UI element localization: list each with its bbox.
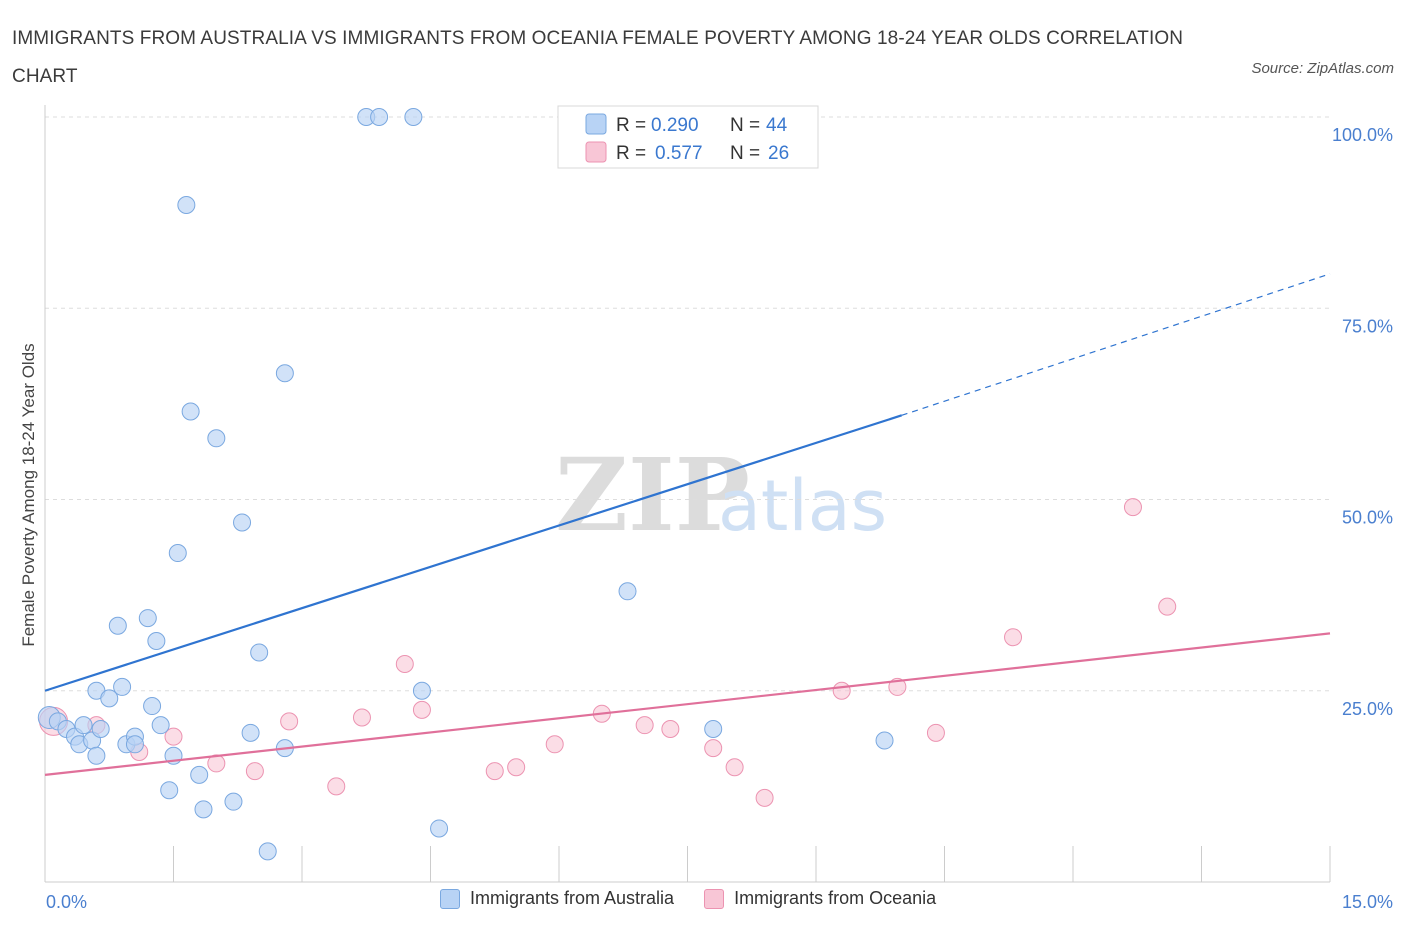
- oceania-point: [832, 681, 851, 700]
- x-tick-label-max: 15.0%: [1342, 892, 1393, 912]
- oceania-point: [704, 739, 723, 758]
- australia-point: [138, 609, 157, 628]
- oceania-point: [507, 758, 526, 777]
- australia-point: [190, 765, 209, 784]
- australia-point: [241, 723, 260, 742]
- oceania-point: [755, 788, 774, 807]
- legend-n-value-oceania: 26: [768, 143, 789, 164]
- oceania-trend-line: [44, 632, 1331, 776]
- source-label: Source: ZipAtlas.com: [1251, 60, 1394, 77]
- gridlines: [45, 116, 1330, 692]
- australia-trend-line: [44, 414, 903, 692]
- oceania-point: [245, 762, 264, 781]
- x-tick-label-min: 0.0%: [46, 892, 87, 912]
- oceania-point: [661, 720, 680, 738]
- australia-point: [275, 364, 294, 383]
- australia-point: [618, 582, 637, 601]
- legend-n-value-australia: 44: [766, 115, 788, 136]
- australia-point: [143, 697, 162, 716]
- australia-point: [370, 108, 389, 126]
- australia-point: [233, 513, 252, 532]
- oceania-point: [327, 777, 346, 796]
- watermark: ZIP atlas: [555, 436, 887, 554]
- trend-lines: [44, 273, 1331, 776]
- series-legend: Immigrants from Australia Immigrants fro…: [440, 888, 958, 909]
- oceania-point: [888, 677, 907, 696]
- australia-point: [113, 677, 132, 696]
- legend-n-label-australia: N =: [730, 115, 760, 136]
- oceania-point: [545, 735, 564, 754]
- legend-swatch-oceania-bottom: [704, 888, 725, 909]
- oceania-point: [1004, 628, 1023, 647]
- australia-point: [168, 544, 187, 563]
- australia-point: [875, 731, 894, 750]
- watermark-atlas: atlas: [718, 465, 887, 547]
- australia-point: [74, 716, 93, 735]
- australia-point: [91, 720, 110, 738]
- tick-labels: 25.0% 50.0% 75.0% 100.0% 0.0% 15.0%: [46, 125, 1393, 912]
- oceania-point: [395, 654, 414, 673]
- oceania-point: [635, 716, 654, 735]
- y-tick-label: 75.0%: [1342, 316, 1393, 336]
- legend-swatch-australia: [585, 113, 607, 135]
- australia-point: [194, 800, 213, 819]
- australia-point: [108, 616, 127, 635]
- australia-point: [177, 195, 196, 214]
- oceania-point: [412, 700, 431, 719]
- y-tick-label: 50.0%: [1342, 508, 1393, 528]
- australia-point: [147, 632, 166, 651]
- legend-item-oceania: Immigrants from Oceania: [704, 888, 936, 909]
- australia-point: [412, 681, 431, 700]
- legend-r-value-australia: 0.290: [651, 115, 699, 136]
- australia-point: [181, 402, 200, 421]
- oceania-point: [926, 723, 945, 742]
- oceania-point: [1158, 597, 1177, 616]
- oceania-point: [352, 708, 371, 727]
- y-tick-label: 25.0%: [1342, 699, 1393, 719]
- australia-point: [250, 643, 269, 662]
- oceania-point: [164, 727, 183, 746]
- chart-title: IMMIGRANTS FROM AUSTRALIA VS IMMIGRANTS …: [12, 28, 1184, 87]
- australia-point: [258, 842, 277, 861]
- oceania-point: [280, 712, 299, 731]
- australia-point: [404, 108, 423, 126]
- australia-point: [430, 819, 449, 838]
- australia-point: [100, 689, 119, 708]
- axes: [44, 105, 1331, 883]
- y-tick-label: 100.0%: [1332, 125, 1393, 145]
- legend-r-value-oceania: 0.577: [655, 143, 703, 164]
- legend-label-oceania: Immigrants from Oceania: [734, 888, 937, 908]
- legend-swatch-oceania: [585, 141, 607, 163]
- legend-r-label-oceania: R =: [616, 143, 646, 164]
- oceania-point: [485, 762, 504, 781]
- australia-point: [207, 429, 226, 448]
- australia-point: [125, 735, 144, 754]
- australia-trend-extension: [901, 273, 1331, 416]
- legend-item-australia: Immigrants from Australia: [440, 888, 674, 909]
- australia-point: [224, 792, 243, 811]
- legend-n-label-oceania: N =: [730, 143, 760, 164]
- australia-point: [151, 716, 170, 735]
- oceania-point: [725, 758, 744, 777]
- legend-label-australia: Immigrants from Australia: [470, 888, 675, 908]
- australia-point: [87, 746, 106, 765]
- oceania-point: [1123, 498, 1142, 517]
- stats-legend: R = 0.290 N = 44 R = 0.577 N = 26: [557, 105, 819, 169]
- legend-r-label-australia: R =: [616, 115, 646, 136]
- legend-swatch-australia-bottom: [440, 888, 460, 909]
- y-axis-label: Female Poverty Among 18-24 Year Olds: [19, 343, 38, 646]
- australia-point: [704, 720, 723, 738]
- australia-point: [160, 781, 179, 800]
